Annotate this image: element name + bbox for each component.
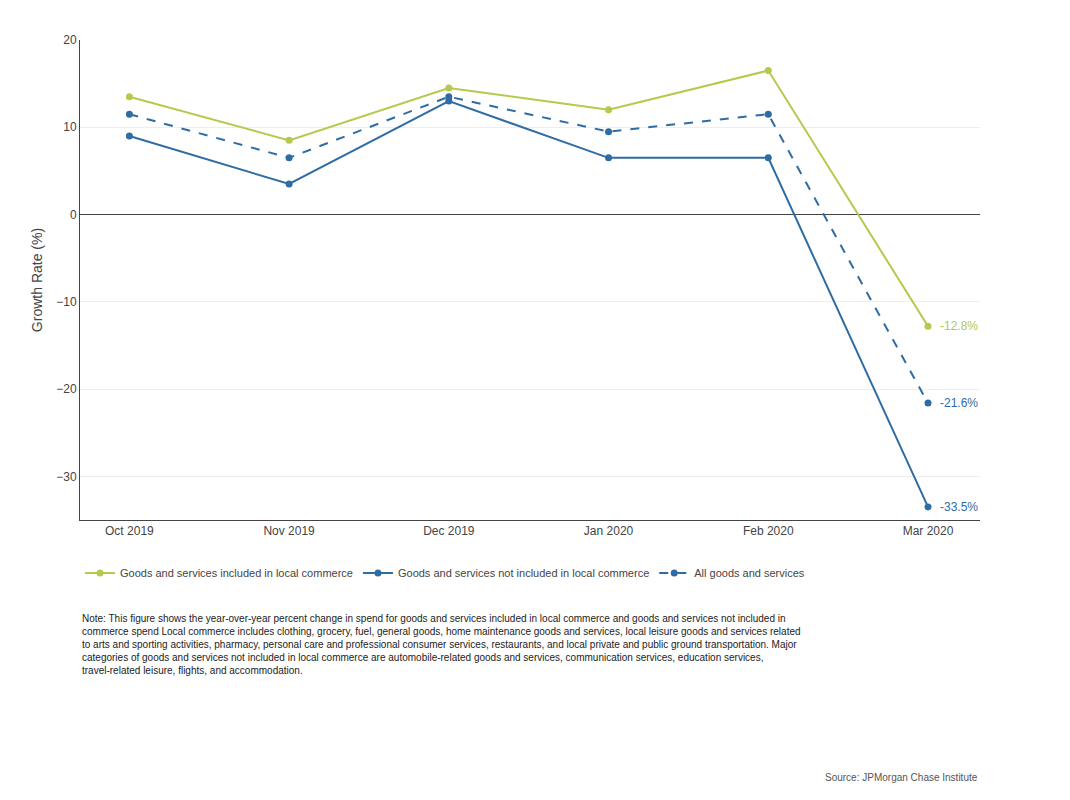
svg-text:Nov 2019: Nov 2019 <box>263 524 315 538</box>
svg-text:20: 20 <box>63 33 77 47</box>
svg-text:Goods and services included in: Goods and services included in local com… <box>120 567 353 579</box>
svg-text:-12.8%: -12.8% <box>940 319 978 333</box>
svg-text:-33.5%: -33.5% <box>940 500 978 514</box>
svg-text:Growth Rate (%): Growth Rate (%) <box>29 228 45 332</box>
svg-text:−20: −20 <box>56 382 77 396</box>
svg-text:10: 10 <box>63 120 77 134</box>
svg-text:Mar 2020: Mar 2020 <box>903 524 954 538</box>
svg-text:All goods and services: All goods and services <box>694 567 805 579</box>
svg-text:Goods and services not include: Goods and services not included in local… <box>398 567 649 579</box>
svg-text:Oct 2019: Oct 2019 <box>105 524 154 538</box>
svg-text:−10: −10 <box>56 295 77 309</box>
svg-text:0: 0 <box>70 208 77 222</box>
svg-text:Feb 2020: Feb 2020 <box>743 524 794 538</box>
svg-text:Note: This figure shows the ye: Note: This figure shows the year-over-ye… <box>82 613 801 676</box>
svg-text:Dec 2019: Dec 2019 <box>423 524 475 538</box>
svg-text:−30: −30 <box>56 470 77 484</box>
svg-text:Source: JPMorgan Chase Institu: Source: JPMorgan Chase Institute <box>825 772 978 783</box>
svg-text:Jan 2020: Jan 2020 <box>584 524 634 538</box>
svg-text:-21.6%: -21.6% <box>940 396 978 410</box>
